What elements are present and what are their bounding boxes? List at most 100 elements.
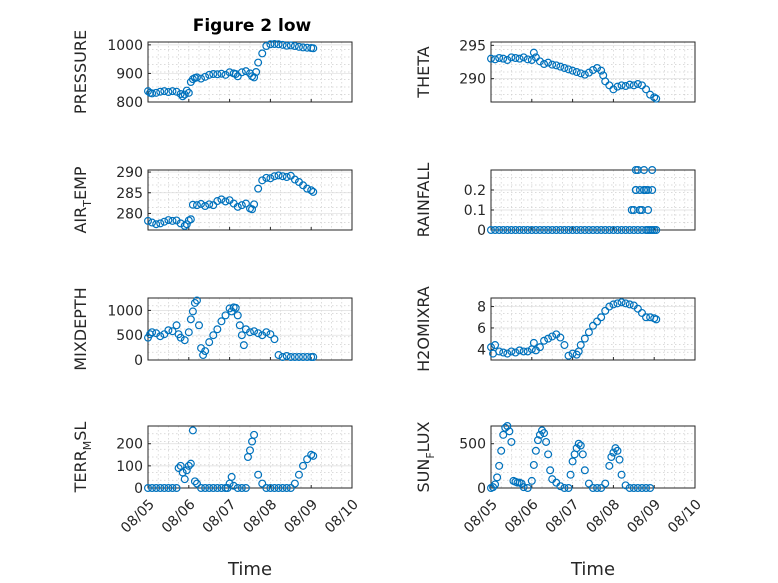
data-point [605,226,614,235]
data-point [233,484,242,493]
data-point [241,199,250,208]
data-point [262,484,271,493]
data-point [148,328,157,337]
data-point [172,321,181,330]
data-point [593,63,602,72]
data-point [278,484,287,493]
data-point [303,43,312,52]
data-point [529,460,538,469]
data-point [529,338,538,347]
data-point [160,484,169,493]
data-point [635,206,644,215]
data-point [168,327,177,336]
data-point [491,480,500,489]
data-point [156,332,165,341]
chart-panel-theta: 290 295 THETA [414,38,696,103]
data-point [172,484,181,493]
chart-panel-air-temp: 280 285 290 AIRTEMP [71,165,353,234]
data-point [629,206,638,215]
y-tick-label: 900 [116,66,143,82]
data-point [544,226,553,235]
data-point [209,201,218,210]
data-point [515,54,524,63]
data-point [497,446,506,455]
y-axis-label: AIRTEMP [71,166,94,233]
data-point [576,441,585,450]
data-point [192,479,201,488]
data-point [535,226,544,235]
data-point [491,226,500,235]
data-point [233,202,242,211]
data-point [578,450,587,459]
data-point [282,41,291,50]
data-point [184,328,193,337]
data-point [188,307,197,316]
y-tick-label: 200 [116,437,143,453]
data-point [531,53,540,62]
data-point [282,173,291,182]
data-point [178,92,187,101]
data-point [309,44,318,53]
data-point [515,226,524,235]
data-point [519,483,528,492]
data-point [176,219,185,228]
data-point [495,226,504,235]
data-point [205,484,214,493]
y-tick-label: 0.2 [464,183,486,199]
data-point [507,437,516,446]
data-point [568,457,577,466]
data-point [274,171,283,180]
data-point [588,65,597,74]
data-point [192,73,201,82]
data-point [201,72,210,81]
data-point [303,455,312,464]
data-point [515,346,524,355]
data-point [625,484,634,493]
data-point [580,70,589,79]
data-point [213,325,222,334]
data-point [266,330,275,339]
axes-box [490,41,696,103]
data-point [290,41,299,50]
x-axis-label: Time [570,559,615,580]
chart-panel-rainfall: 0 0.1 0.2 RAINFALL [414,163,696,239]
y-tick-label: 0 [134,481,143,497]
data-point [615,455,624,464]
y-tick-label: 280 [116,206,143,222]
data-point [507,226,516,235]
y-tick-label: 100 [116,459,143,475]
data-point [307,186,316,195]
data-point [588,226,597,235]
data-point [286,41,295,50]
data-point [190,477,199,486]
data-point [201,202,210,211]
data-point [642,313,651,322]
data-point [597,484,606,493]
data-point [217,69,226,78]
data-point [605,302,614,311]
data-point [542,437,551,446]
data-point [646,484,655,493]
y-tick-label: 0 [477,481,486,497]
data-point [168,484,177,493]
data-point [617,226,626,235]
data-point [309,451,318,460]
data-point [560,341,569,350]
data-point [593,226,602,235]
data-point [613,82,622,91]
data-point [556,226,565,235]
data-point [631,166,640,175]
data-point [544,58,553,67]
data-point [503,349,512,358]
data-point [593,317,602,326]
data-point [572,444,581,453]
data-point [503,226,512,235]
x-axis-label: Time [227,559,272,580]
data-point [164,326,173,335]
data-point [278,40,287,49]
data-point [652,226,661,235]
data-point [531,226,540,235]
axes-box [147,41,353,103]
data-point [303,184,312,193]
y-tick-label: 8 [477,300,486,316]
